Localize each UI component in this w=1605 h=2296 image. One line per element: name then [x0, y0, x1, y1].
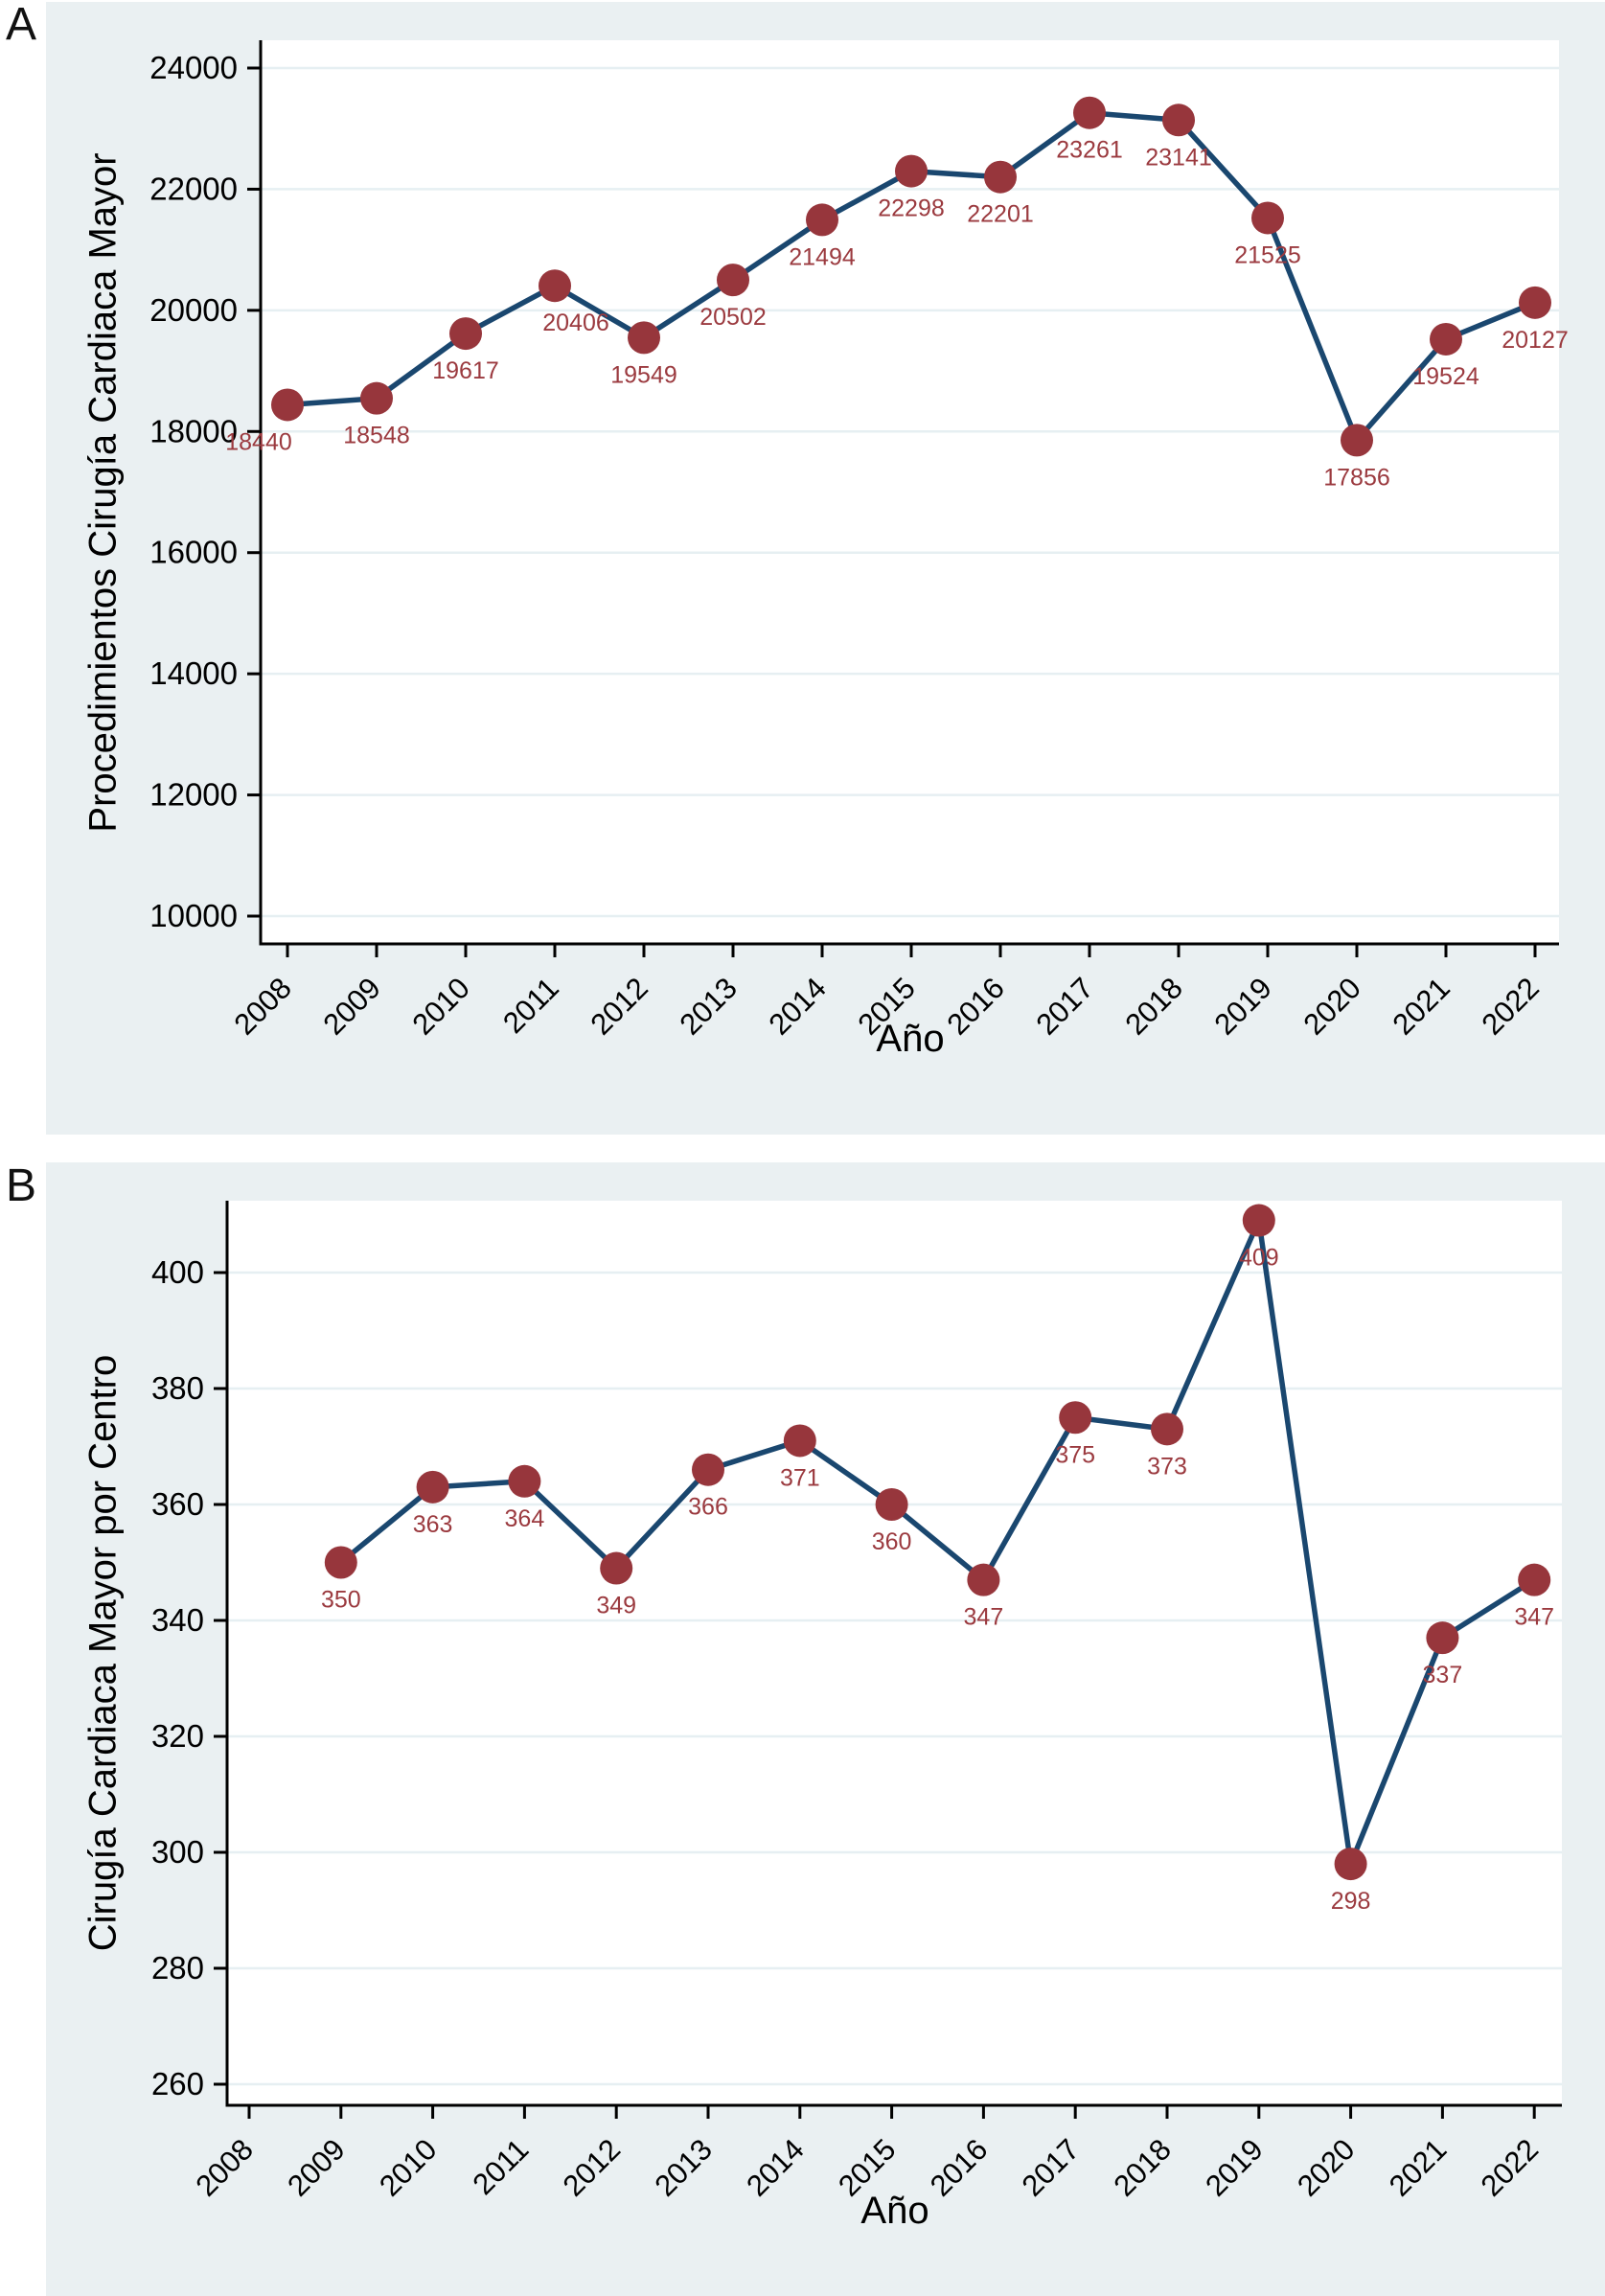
- y-tick-label: 18000: [149, 413, 238, 448]
- data-point: [1162, 103, 1195, 137]
- data-point-label: 19549: [610, 361, 677, 388]
- data-point-label: 360: [872, 1528, 912, 1555]
- data-point: [895, 154, 928, 188]
- series-line: [339, 1217, 1536, 1867]
- panel-b: 260 280 300 320 340 360 380 400 2008 2009 2010 2011…: [46, 1162, 1605, 2296]
- y-tick-label: 360: [151, 1486, 204, 1522]
- data-point-label: 366: [688, 1494, 728, 1521]
- data-point-label: 347: [1514, 1604, 1554, 1631]
- y-tick-label: 280: [151, 1950, 204, 1986]
- data-point: [600, 1551, 633, 1585]
- chart-b-x-axis-title: Año: [860, 2190, 929, 2232]
- data-point: [324, 1546, 357, 1579]
- data-point-label: 371: [780, 1464, 820, 1491]
- data-point: [1334, 1848, 1367, 1881]
- y-tick-label: 16000: [149, 535, 238, 570]
- data-point-label: 18548: [343, 423, 410, 449]
- data-point: [1151, 1412, 1183, 1446]
- data-point: [783, 1424, 816, 1458]
- data-point: [984, 160, 1017, 194]
- y-tick-label: 24000: [149, 50, 238, 85]
- data-point: [967, 1563, 1000, 1596]
- y-tick-label: 400: [151, 1254, 204, 1290]
- data-point: [1242, 1204, 1275, 1237]
- y-tick-label: 12000: [149, 777, 238, 813]
- y-tick-label: 260: [151, 2066, 204, 2101]
- data-point-label: 21494: [789, 243, 856, 270]
- data-point: [449, 317, 482, 351]
- data-point-label: 22298: [878, 195, 945, 222]
- chart-a-y-axis-title: Procedimientos Cirugía Cardiaca Mayor: [81, 152, 125, 833]
- data-point-label: 18440: [225, 428, 292, 455]
- chart-b-y-axis-title: Cirugía Cardiaca Mayor por Centro: [81, 1354, 125, 1952]
- data-point: [1426, 1621, 1459, 1655]
- data-point-label: 347: [964, 1604, 1004, 1631]
- data-point: [628, 321, 660, 355]
- data-point: [875, 1488, 908, 1521]
- data-point-label: 373: [1147, 1453, 1187, 1480]
- chart-a: 10000 12000 14000 16000 18000 20000 22000 24000…: [46, 2, 1605, 1135]
- data-point: [1073, 96, 1106, 129]
- y-tick-label: 340: [151, 1602, 204, 1638]
- data-point: [1519, 286, 1551, 319]
- panel-b-letter: B: [6, 1160, 37, 1211]
- data-point: [360, 381, 393, 415]
- data-point: [1430, 322, 1462, 356]
- y-tick-label: 20000: [149, 292, 238, 328]
- data-point-label: 349: [596, 1593, 636, 1619]
- data-point-label: 19524: [1412, 363, 1479, 390]
- data-point: [271, 388, 304, 422]
- panel-a-letter: A: [6, 0, 37, 50]
- data-point: [692, 1453, 724, 1486]
- data-point-label: 409: [1239, 1245, 1279, 1272]
- data-point-label: 375: [1055, 1441, 1095, 1468]
- plot-area: [227, 1201, 1562, 2105]
- data-point-label: 20502: [699, 304, 767, 331]
- data-point: [1341, 424, 1373, 457]
- data-point-label: 19617: [432, 357, 499, 384]
- plot-area: [261, 40, 1559, 944]
- y-tick-label: 300: [151, 1834, 204, 1870]
- data-point-label: 20127: [1502, 327, 1569, 354]
- data-point: [806, 203, 838, 237]
- chart-a-x-axis-title: Año: [876, 1018, 945, 1060]
- data-point-label: 22201: [967, 201, 1034, 228]
- data-point-label: 337: [1423, 1662, 1463, 1688]
- data-point: [508, 1464, 541, 1498]
- y-tick-label: 22000: [149, 171, 238, 206]
- data-point-label: 350: [321, 1587, 361, 1614]
- data-point: [416, 1470, 449, 1504]
- y-tick-label: 380: [151, 1370, 204, 1406]
- data-point: [1059, 1401, 1092, 1435]
- data-point: [717, 264, 749, 297]
- data-point: [1251, 201, 1284, 235]
- data-point-label: 17856: [1323, 464, 1390, 491]
- data-point-label: 23141: [1145, 144, 1212, 171]
- data-point-label: 298: [1331, 1888, 1371, 1915]
- y-tick-label: 14000: [149, 655, 238, 691]
- data-point-label: 20406: [542, 310, 609, 336]
- data-point-label: 363: [413, 1511, 453, 1538]
- y-tick-label: 320: [151, 1718, 204, 1754]
- y-tick-label: 10000: [149, 898, 238, 933]
- data-point-label: 21525: [1234, 241, 1301, 268]
- data-point: [1518, 1563, 1551, 1596]
- data-point-label: 23261: [1056, 137, 1123, 164]
- data-point-label: 364: [505, 1505, 545, 1532]
- data-point: [539, 269, 571, 303]
- panel-a: 10000 12000 14000 16000 18000 20000 22000 24000…: [46, 2, 1605, 1135]
